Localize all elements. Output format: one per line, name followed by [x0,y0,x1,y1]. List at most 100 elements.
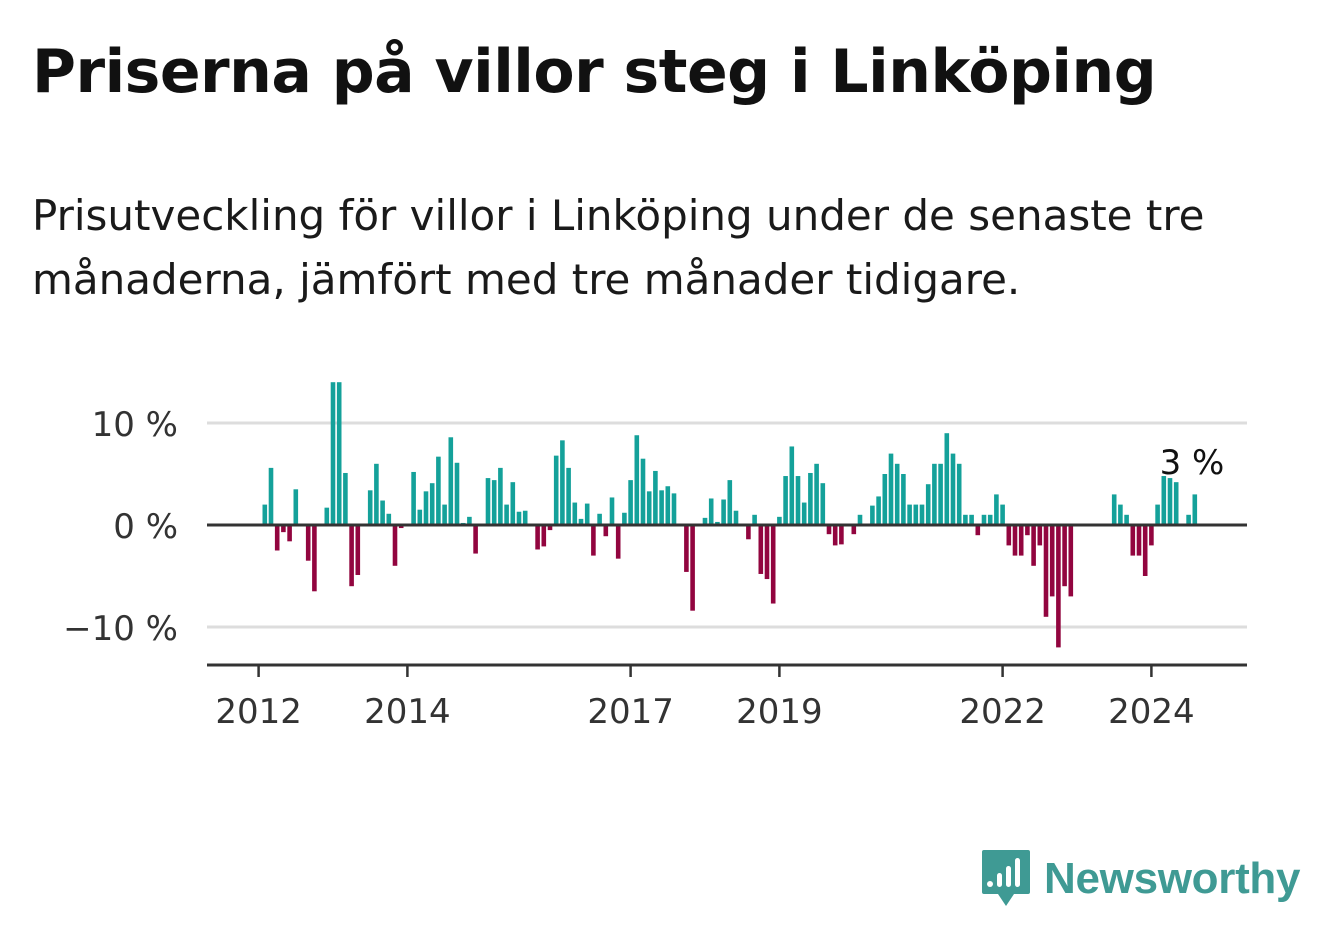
bar [1025,525,1030,536]
bar [547,525,553,531]
bar [733,510,739,525]
bar [467,516,472,525]
bar [932,463,937,525]
bar [491,480,497,525]
bar [268,467,274,525]
bar [262,504,268,525]
bar [653,470,658,525]
bar [808,472,813,525]
bar [708,498,714,525]
bar [1031,525,1036,566]
bar [975,525,981,536]
bar [1136,525,1142,556]
y-tick-label: 10 % [92,405,178,445]
bar [274,525,280,551]
bar [1056,525,1061,648]
bar [281,525,286,533]
chart-title: Priserna på villor steg i Linköping [32,37,1157,107]
bar [826,525,832,535]
bar [1142,525,1148,576]
bar [1149,525,1154,546]
bar [770,525,776,604]
bar [392,525,398,566]
bar [690,525,695,611]
newsworthy-logo-icon [982,850,1030,906]
bar [516,511,522,525]
bar [1192,494,1198,525]
bar [882,474,888,525]
bar [498,467,503,525]
bar [963,514,968,525]
bar [1118,504,1123,525]
bar [715,521,720,525]
bar [969,514,974,525]
bar [622,512,627,525]
bar [591,525,596,556]
y-tick-label: 0 % [113,507,178,547]
bar [578,518,584,525]
bar [1043,525,1049,617]
bar [423,491,429,525]
chart-subtitle: Prisutveckling för villor i Linköping un… [32,191,1205,304]
bar [293,489,299,525]
bar [646,491,652,525]
bar [442,504,447,525]
bar [417,509,423,525]
bar [832,525,838,546]
annotation-label: 3 % [1160,443,1225,483]
bar [553,455,559,525]
y-tick-label: −10 % [63,609,178,649]
bar [721,499,726,525]
bar [1068,525,1074,597]
bar [665,486,671,525]
bar [1161,476,1167,525]
bar [1006,525,1012,546]
bar [504,504,509,525]
bar [746,525,751,540]
bar [925,484,931,525]
bar [758,525,764,574]
bar [839,525,844,545]
bar [888,453,894,525]
x-tick-label: 2022 [959,692,1046,732]
bar [522,510,528,525]
brand-name: Newsworthy [1044,854,1301,903]
x-tick-label: 2024 [1108,692,1195,732]
bar [956,463,962,525]
bar [628,480,633,525]
bar [609,497,615,525]
bar [1173,482,1179,525]
bar [1049,525,1055,597]
bar [789,446,795,525]
bar [411,471,416,525]
x-tick-label: 2017 [587,692,674,732]
bar [913,504,919,525]
bar [305,525,311,561]
bar [473,525,478,554]
bar [386,513,392,525]
bar [994,494,999,525]
bar [541,525,547,547]
bar [870,505,875,525]
bar [510,482,516,525]
bar [919,504,925,525]
bar [795,476,801,525]
bar [1037,525,1043,546]
bar [950,453,956,525]
bar [1062,525,1067,587]
bar [783,476,788,525]
bar [287,525,292,542]
bar [572,502,578,525]
bar [981,514,987,525]
bar [374,463,379,525]
bar [336,382,342,525]
bar [1000,504,1005,525]
x-tick-label: 2012 [215,692,302,732]
bar [584,503,590,525]
bar [454,462,460,525]
bar [324,507,330,525]
bar [659,490,664,525]
bar [944,433,950,525]
bar [777,516,782,525]
bar [857,514,863,525]
